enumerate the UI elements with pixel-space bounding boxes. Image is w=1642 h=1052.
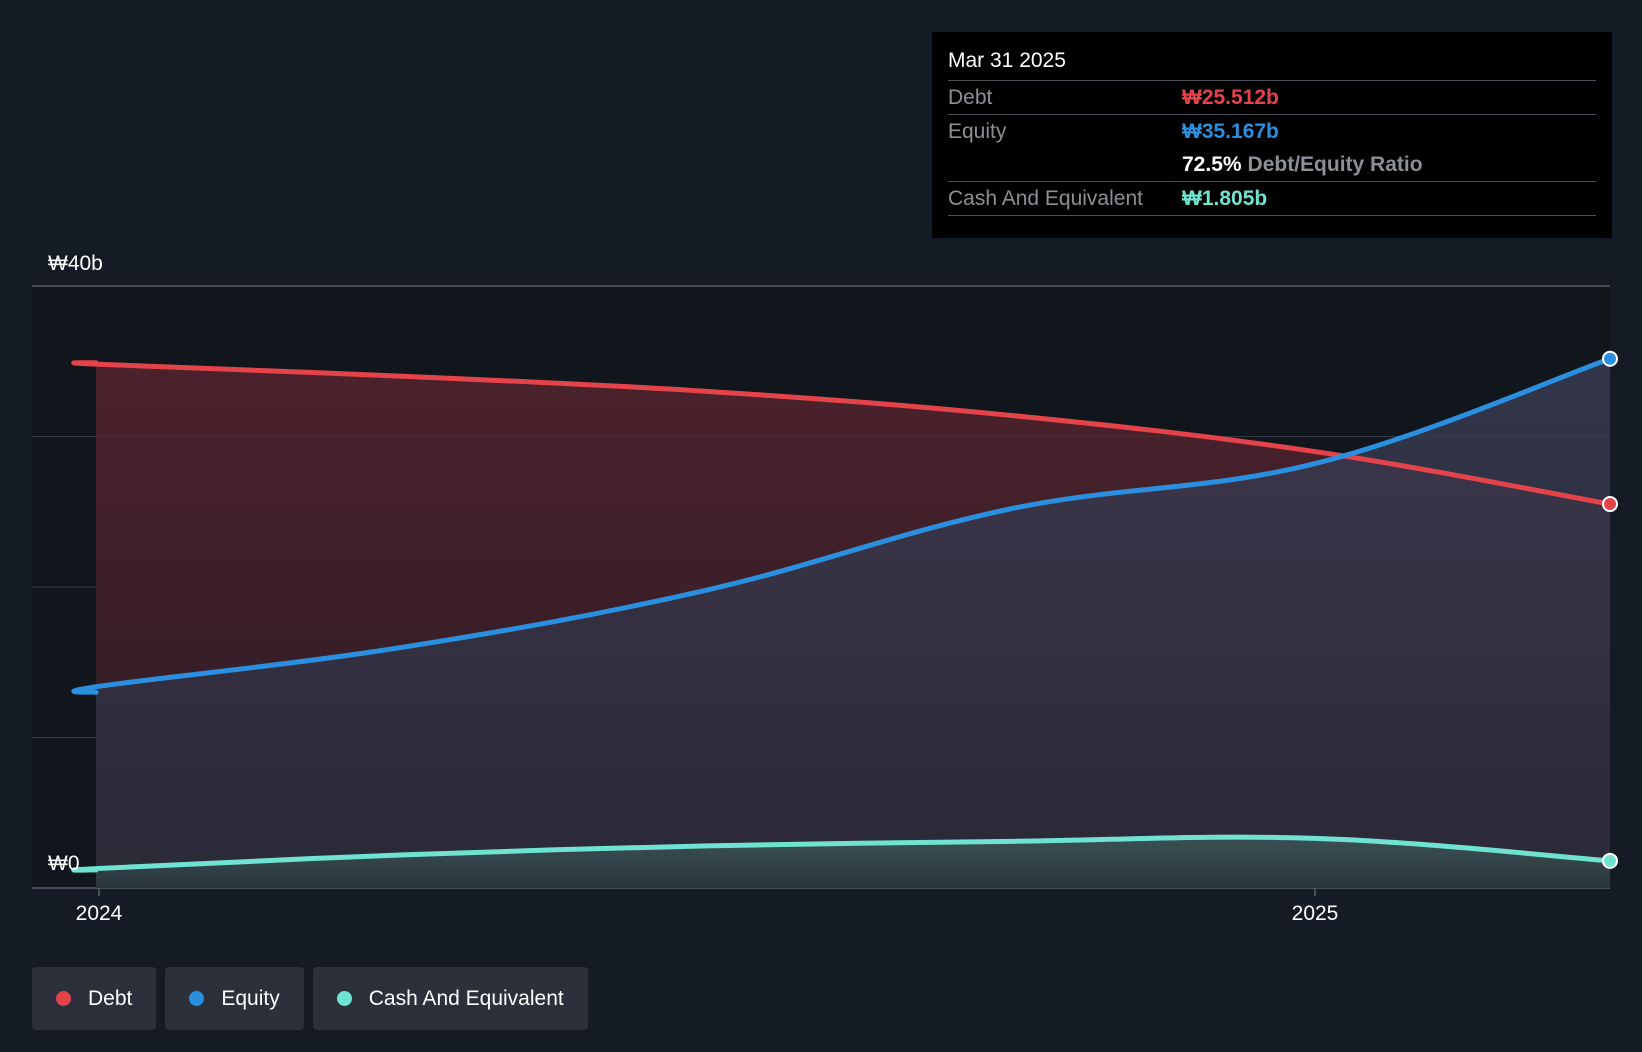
legend-dot-cash-icon xyxy=(336,991,352,1006)
tooltip-equity-value: ₩35.167b xyxy=(1182,120,1279,143)
tooltip-debt-row: Debt ₩25.512b xyxy=(948,81,1596,115)
legend-item-cash[interactable]: Cash And Equivalent xyxy=(312,967,588,1030)
marker-debt xyxy=(1602,496,1618,513)
y-tick-label-top: ₩40b xyxy=(48,252,103,275)
area-equity xyxy=(73,358,1610,888)
legend-label-cash: Cash And Equivalent xyxy=(368,986,564,1010)
tooltip-debt-label: Debt xyxy=(948,86,993,109)
marker-cash-and-equivalent xyxy=(1602,852,1618,869)
tooltip-date: Mar 31 2025 xyxy=(948,46,1596,81)
x-tick-label-2024: 2024 xyxy=(76,902,123,925)
tooltip-cash-row: Cash And Equivalent ₩1.805b xyxy=(948,182,1596,216)
tooltip-cash-label: Cash And Equivalent xyxy=(948,187,1143,210)
line-debt xyxy=(71,360,1610,507)
tooltip-ratio-row: 72.5% Debt/Equity Ratio xyxy=(948,148,1596,182)
tooltip-equity-row: Equity ₩35.167b xyxy=(948,115,1596,148)
tooltip-ratio-spacer xyxy=(948,148,1182,181)
legend-label-equity: Equity xyxy=(221,986,280,1010)
y-tick-label-bottom: ₩0 xyxy=(48,852,80,875)
axis-ticks xyxy=(98,888,1316,896)
legend-item-debt[interactable]: Debt xyxy=(32,967,157,1030)
legend-dot-debt-icon xyxy=(56,991,71,1006)
area-cash-and-equivalent xyxy=(73,837,1610,888)
marker-equity xyxy=(1602,350,1618,367)
tooltip-debt-value: ₩25.512b xyxy=(1182,86,1279,109)
legend-item-equity[interactable]: Equity xyxy=(165,967,304,1030)
end-markers xyxy=(1602,350,1618,869)
line-equity xyxy=(71,356,1610,695)
data-tooltip: Mar 31 2025 Debt ₩25.512b Equity ₩35.167… xyxy=(932,32,1612,238)
area-fills xyxy=(73,358,1610,888)
tooltip-equity-label: Equity xyxy=(948,120,1007,143)
legend-dot-equity-icon xyxy=(189,991,205,1006)
tooltip-cash-value: ₩1.805b xyxy=(1182,187,1268,210)
legend-label-debt: Debt xyxy=(88,986,133,1010)
tooltip-ratio-value: 72.5% xyxy=(1182,153,1242,176)
tooltip-ratio-label: Debt/Equity Ratio xyxy=(1247,153,1423,176)
x-tick-label-2025: 2025 xyxy=(1292,902,1339,925)
series-lines xyxy=(71,356,1610,873)
line-cash-and-equivalent xyxy=(71,834,1610,873)
chart-legend: Debt Equity Cash And Equivalent xyxy=(32,967,588,1030)
